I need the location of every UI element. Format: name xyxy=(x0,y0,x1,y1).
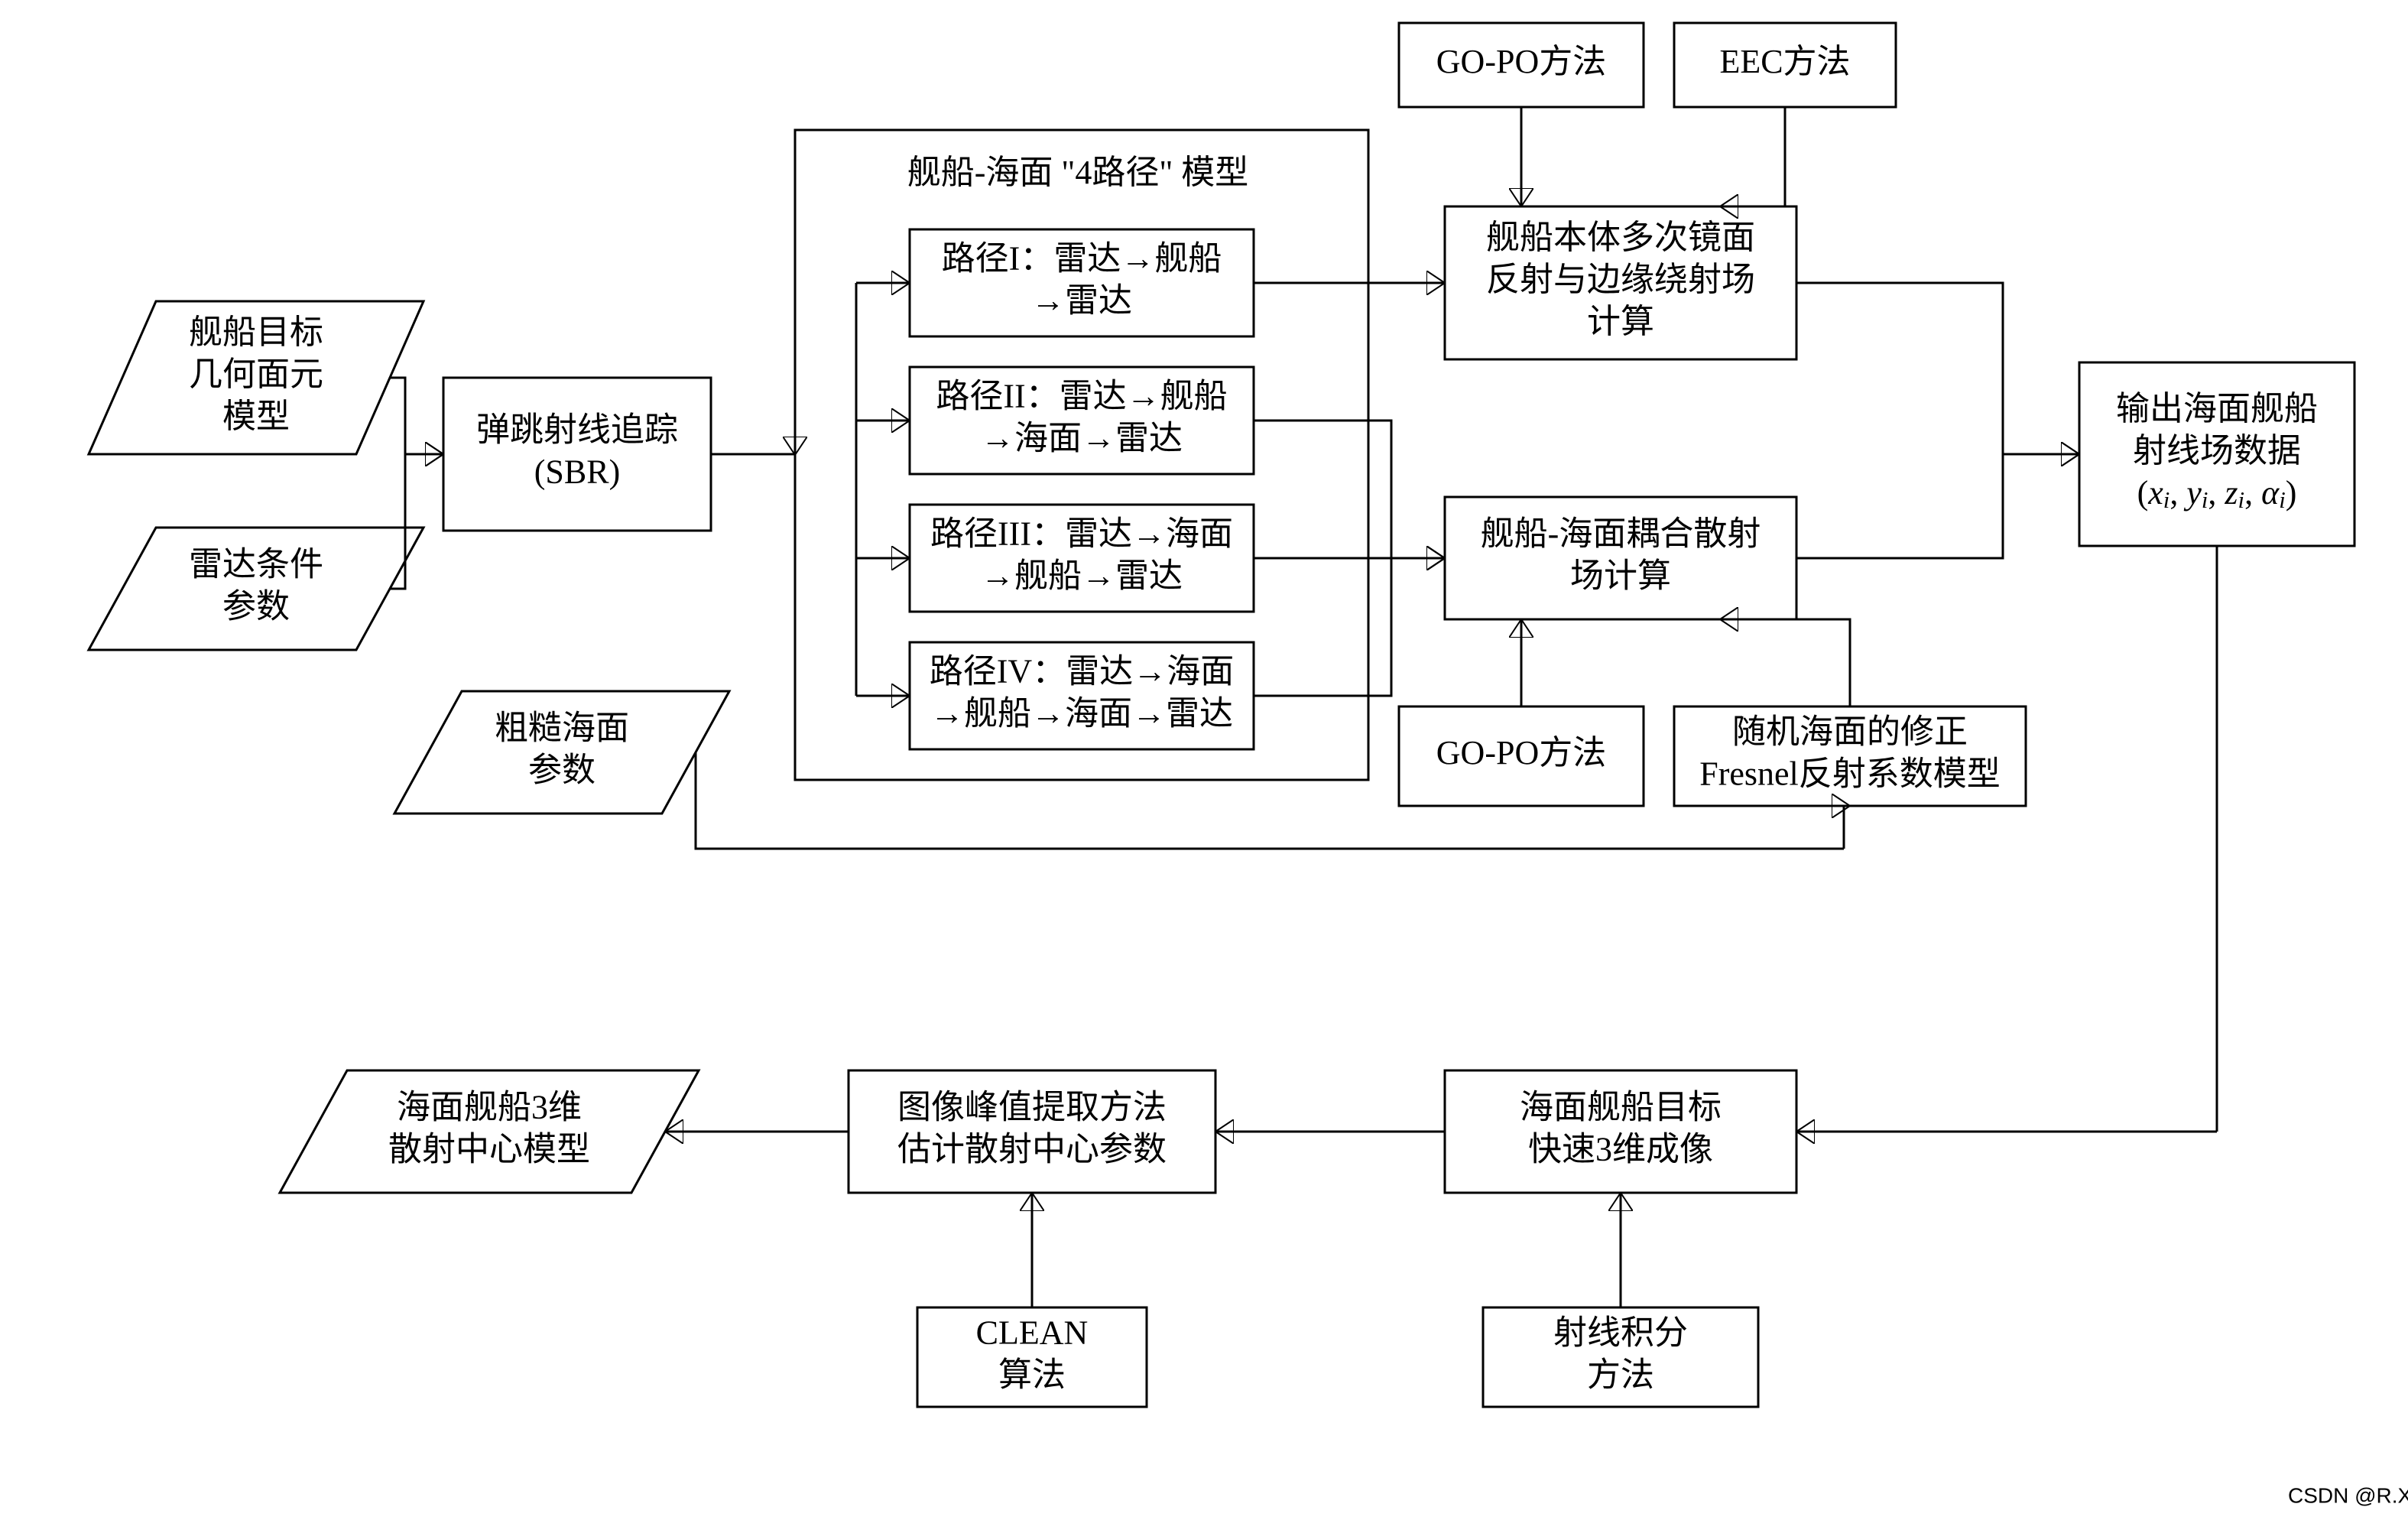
node-text: 参数 xyxy=(528,752,596,789)
node-path2: 路径II：雷达→舰船 →海面→雷达 xyxy=(910,367,1254,474)
node-text: Fresnel反射系数模型 xyxy=(1699,755,2001,793)
node-path4: 路径IV：雷达→海面 →舰船→海面→雷达 xyxy=(910,642,1254,749)
node-text: 舰船-海面 "4路径" 模型 xyxy=(907,154,1249,191)
node-text: 射线积分 xyxy=(1553,1314,1688,1352)
node-text: →舰船→海面→雷达 xyxy=(930,695,1233,732)
node-text: EEC方法 xyxy=(1719,43,1850,80)
edge xyxy=(1844,806,1850,849)
node-text: 图像峰值提取方法 xyxy=(897,1089,1167,1126)
node-text: →舰船→雷达 xyxy=(981,557,1183,595)
node-text: →雷达 xyxy=(1031,282,1132,320)
edge xyxy=(1796,283,2079,454)
node-path1: 路径I：雷达→舰船 →雷达 xyxy=(910,229,1254,336)
edge xyxy=(1720,107,1785,206)
node-text: 算法 xyxy=(998,1356,1066,1394)
node-rayInt: 射线积分方法 xyxy=(1483,1307,1758,1407)
node-shipCalc: 舰船本体多次镜面反射与边缘绕射场计算 xyxy=(1445,206,1796,359)
node-clean: CLEAN 算法 xyxy=(917,1307,1147,1407)
node-output: 输出海面舰船射线场数据 (xi, yi, zi, αi) xyxy=(2079,362,2354,546)
node-text: 反射与边缘绕射场 xyxy=(1486,261,1755,298)
node-paraOut: 海面舰船3维散射中心模型 xyxy=(280,1070,699,1193)
edge xyxy=(1254,558,1445,696)
edge xyxy=(1796,454,2079,558)
node-text: 弹跳射线追踪 xyxy=(476,411,678,449)
node-text: 舰船目标 xyxy=(189,313,323,351)
node-text: 海面舰船3维 xyxy=(397,1089,582,1126)
node-text: 输出海面舰船 xyxy=(2116,390,2318,427)
node-text: 几何面元 xyxy=(189,356,323,393)
node-peak: 图像峰值提取方法估计散射中心参数 xyxy=(849,1070,1215,1193)
node-math: (xi, yi, zi, αi) xyxy=(2137,474,2297,513)
node-text: 场计算 xyxy=(1570,557,1671,595)
flowchart-canvas: 舰船目标几何面元模型雷达条件参数弹跳射线追踪(SBR)粗糙海面参数舰船-海面 "… xyxy=(0,0,2408,1520)
node-eecTop: EEC方法 xyxy=(1674,23,1896,107)
node-text: 舰船-海面耦合散射 xyxy=(1481,515,1761,553)
node-text: 雷达条件 xyxy=(189,546,323,583)
node-sbr: 弹跳射线追踪 (SBR) xyxy=(443,378,711,531)
node-text: 计算 xyxy=(1587,303,1654,340)
node-text: 快速3维成像 xyxy=(1528,1131,1713,1168)
node-text: 路径I：雷达→舰船 xyxy=(942,240,1222,278)
node-text: 舰船本体多次镜面 xyxy=(1486,219,1755,256)
node-path3: 路径III：雷达→海面 →舰船→雷达 xyxy=(910,505,1254,612)
node-text: 路径II：雷达→舰船 xyxy=(936,378,1227,415)
node-text: 估计散射中心参数 xyxy=(897,1131,1167,1168)
edge xyxy=(711,454,795,455)
node-text: GO-PO方法 xyxy=(1436,43,1606,80)
node-paraInput2: 雷达条件参数 xyxy=(89,528,424,650)
node-coupleCalc: 舰船-海面耦合散射场计算 xyxy=(1445,497,1796,619)
node-text: 路径IV：雷达→海面 xyxy=(930,653,1234,690)
node-text: 模型 xyxy=(222,398,290,435)
node-text: 粗糙海面 xyxy=(495,710,629,747)
node-text: 海面舰船目标 xyxy=(1520,1089,1722,1126)
node-groupTitle: 舰船-海面 "4路径" 模型 xyxy=(907,154,1249,191)
node-text: 随机海面的修正 xyxy=(1732,713,1968,751)
edge xyxy=(390,378,443,454)
node-text: →海面→雷达 xyxy=(981,420,1183,457)
edge xyxy=(1720,619,1850,706)
node-paraInput1: 舰船目标几何面元模型 xyxy=(89,301,424,454)
watermark: CSDN @R.X. NLOS xyxy=(2288,1483,2408,1507)
node-fresnel: 随机海面的修正 Fresnel反射系数模型 xyxy=(1674,706,2026,806)
edge xyxy=(696,752,1844,849)
node-gopoBot: GO-PO方法 xyxy=(1399,706,1644,806)
node-text: CLEAN xyxy=(976,1314,1089,1352)
node-text: 散射中心模型 xyxy=(388,1131,590,1168)
edge xyxy=(1254,421,1445,558)
node-gopoTop: GO-PO方法 xyxy=(1399,23,1644,107)
node-text: 路径III：雷达→海面 xyxy=(930,515,1233,553)
node-text: 方法 xyxy=(1587,1356,1654,1394)
node-text: (SBR) xyxy=(534,453,620,491)
node-imaging: 海面舰船目标快速3维成像 xyxy=(1445,1070,1796,1193)
node-text: 参数 xyxy=(222,588,290,625)
node-text: GO-PO方法 xyxy=(1436,734,1606,771)
node-seaParam: 粗糙海面参数 xyxy=(394,691,729,814)
edge xyxy=(390,454,443,589)
node-text: 射线场数据 xyxy=(2133,432,2301,469)
